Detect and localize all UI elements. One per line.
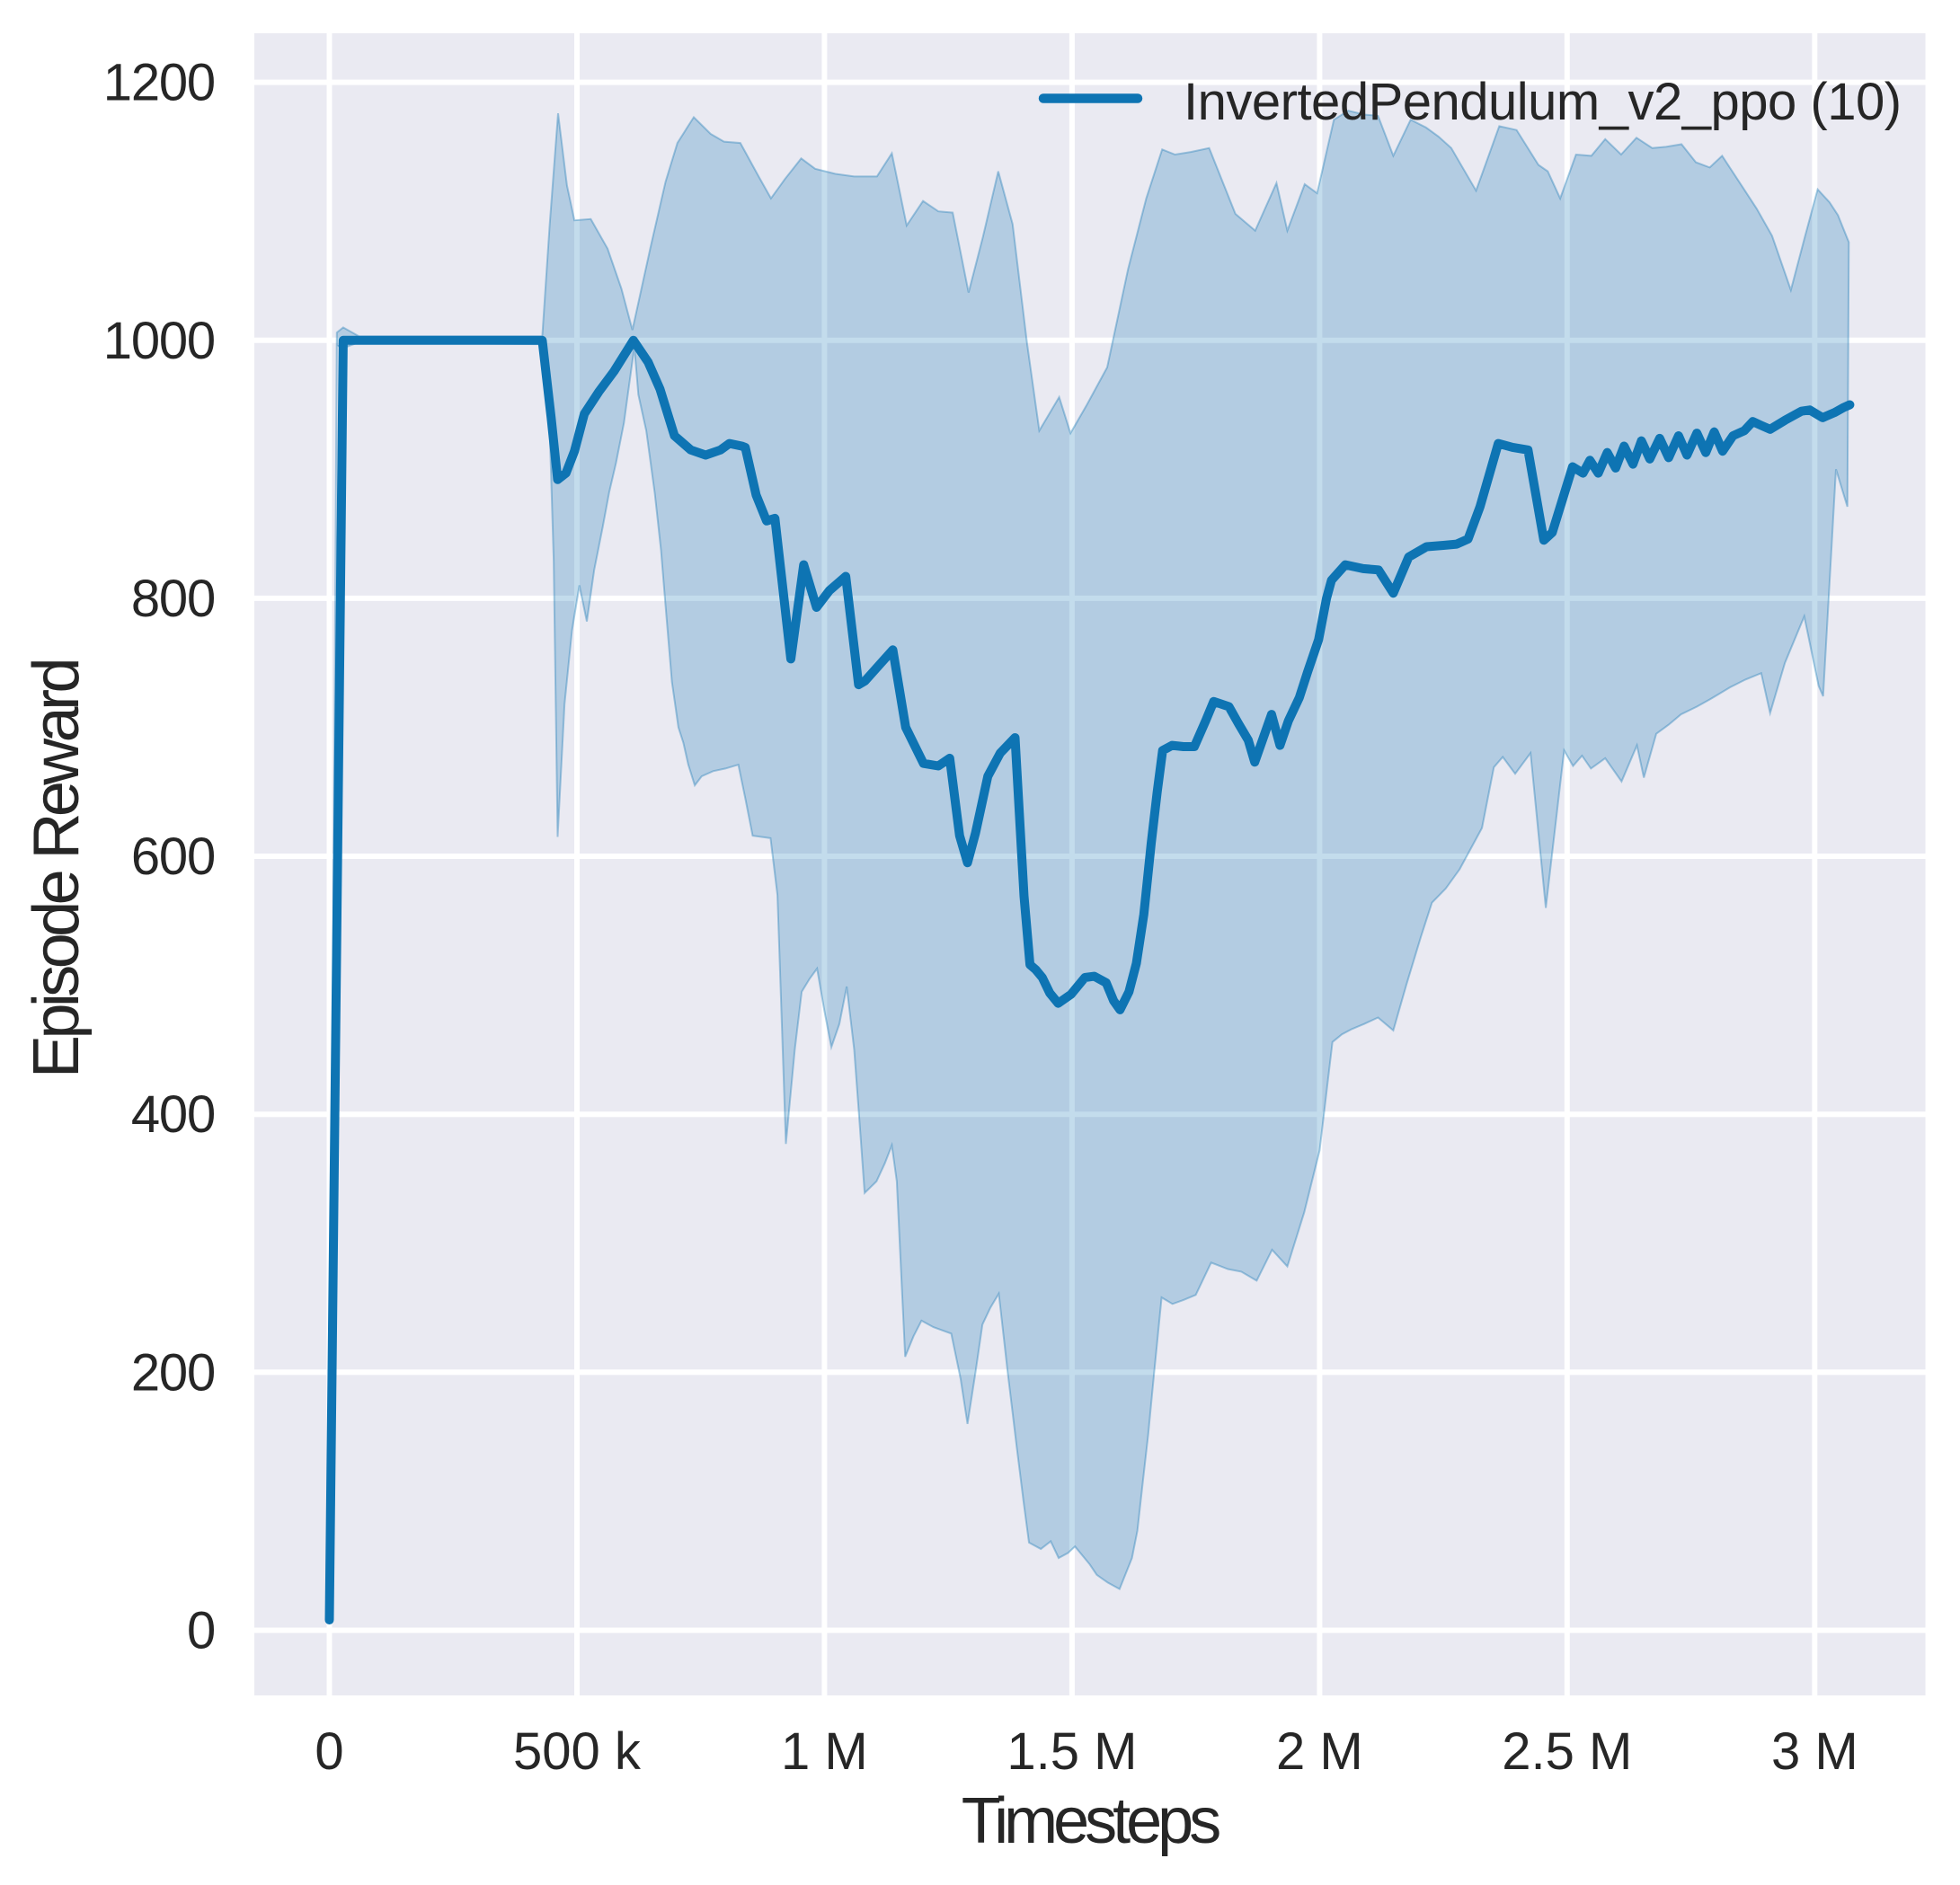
svg-text:1200: 1200: [103, 54, 215, 112]
svg-text:400: 400: [131, 1085, 215, 1144]
svg-text:0: 0: [315, 1722, 343, 1781]
svg-text:1.5 M: 1.5 M: [1007, 1722, 1137, 1781]
svg-text:Timesteps: Timesteps: [962, 1785, 1219, 1857]
svg-text:500 k: 500 k: [513, 1722, 642, 1781]
svg-text:2 M: 2 M: [1276, 1722, 1363, 1781]
svg-text:600: 600: [131, 827, 215, 886]
svg-text:Episode Reward: Episode Reward: [21, 661, 93, 1078]
svg-text:2.5 M: 2.5 M: [1502, 1722, 1632, 1781]
svg-text:0: 0: [187, 1602, 215, 1660]
svg-text:1 M: 1 M: [781, 1722, 868, 1781]
svg-text:3 M: 3 M: [1771, 1722, 1858, 1781]
svg-text:InvertedPendulum_v2_ppo (10): InvertedPendulum_v2_ppo (10): [1184, 73, 1902, 131]
svg-text:800: 800: [131, 570, 215, 628]
svg-text:1000: 1000: [103, 312, 215, 370]
svg-text:200: 200: [131, 1343, 215, 1402]
